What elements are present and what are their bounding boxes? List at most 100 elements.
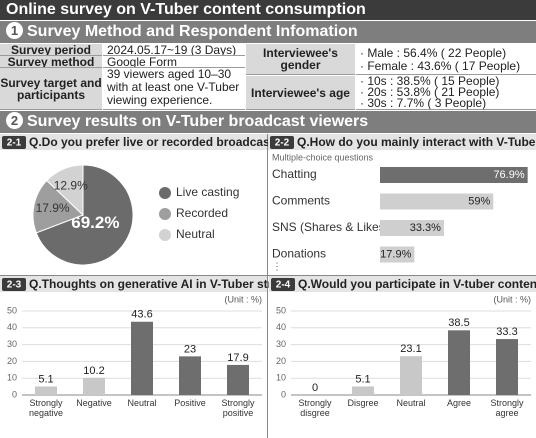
value-label: 69.2% — [71, 213, 119, 232]
bar — [380, 193, 494, 210]
section-number: 2 — [6, 112, 23, 129]
list-item: · Male : 56.4% ( 22 People) — [360, 46, 507, 60]
x-tick-label: Neutral — [127, 398, 157, 408]
value-label: 12.9% — [54, 179, 88, 193]
table-label: Survey target and participants — [0, 68, 102, 110]
value-label: 43.6 — [131, 309, 152, 321]
pie-slice — [46, 164, 84, 217]
legend-swatch — [159, 187, 171, 199]
bar — [380, 167, 528, 183]
value-label: 33.3 — [496, 326, 517, 338]
table-value: 2024.05.17~19 (3 Days) — [103, 44, 245, 56]
y-tick-label: 30 — [7, 339, 17, 349]
x-tick-label: Strongly positive — [221, 398, 255, 418]
y-tick-label: 40 — [276, 322, 286, 332]
pie-slice — [32, 179, 84, 234]
list-item: · 20s : 53.8% ( 21 People) — [360, 85, 500, 99]
list-item: · 10s : 38.5% ( 15 People) — [360, 76, 500, 88]
value-label: 5.1 — [355, 373, 370, 385]
value-label: 38.5 — [448, 317, 469, 329]
bar — [227, 364, 249, 395]
x-tick-label: Strongly negative — [28, 398, 64, 418]
legend-label: Live casting — [176, 185, 239, 199]
table-value: · 10s : 38.5% ( 15 People) · 20s : 53.8%… — [356, 76, 536, 110]
table-label: Survey period — [0, 44, 102, 56]
value-label: 59% — [468, 195, 490, 207]
legend-label: Neutral — [176, 227, 215, 241]
category-label: Donations — [272, 247, 326, 261]
value-label: 17.9% — [36, 201, 70, 215]
value-label: 10.2 — [83, 365, 104, 377]
value-label: 33.3% — [410, 222, 441, 234]
bar — [496, 339, 518, 395]
y-tick-label: 20 — [7, 356, 17, 366]
bar — [83, 377, 105, 395]
table-value: · Male : 56.4% ( 22 People) · Female : 4… — [356, 44, 536, 75]
y-tick-label: 10 — [276, 373, 286, 383]
subtitle: Multiple-choice questions — [272, 152, 374, 162]
bar — [131, 321, 153, 395]
value-label: 17.9% — [380, 248, 411, 260]
table-label: Interviewee's age — [246, 76, 355, 110]
value-label: 5.1 — [38, 373, 53, 385]
y-tick-label: 0 — [12, 389, 17, 399]
panel-number: 2-4 — [276, 280, 291, 291]
bar — [179, 356, 201, 395]
section-header: 2 Survey results on V-Tuber broadcast vie… — [0, 111, 536, 133]
table-value: 39 viewers aged 10–30 with at least one … — [103, 68, 245, 110]
table-label: Interviewee's gender — [246, 44, 355, 75]
value-label: 76.9% — [493, 169, 524, 181]
legend-label: Recorded — [176, 206, 228, 220]
category-label: Comments — [272, 194, 330, 208]
x-tick-label: Positive — [174, 398, 206, 408]
x-tick-label: Strongly agree — [490, 398, 524, 418]
panel-badge — [2, 278, 26, 291]
legend-swatch — [159, 208, 171, 220]
page-title: Online survey on V-Tuber content consump… — [0, 0, 536, 20]
x-tick-label: Negative — [76, 398, 112, 408]
bar — [448, 330, 470, 395]
legend-swatch — [159, 229, 171, 241]
panel-header — [0, 134, 267, 150]
category-label: Chatting — [272, 167, 317, 181]
bar — [380, 246, 415, 263]
section-title: Survey results on V-Tuber broadcast view… — [27, 113, 369, 130]
x-tick-label: Strongly disgree — [298, 398, 332, 418]
panel-badge — [270, 136, 294, 149]
bar — [35, 386, 57, 395]
y-tick-label: 10 — [7, 373, 17, 383]
panel-number: 2-2 — [275, 138, 290, 149]
x-tick-label: Neutral — [396, 398, 426, 408]
panel-number: 2-3 — [7, 280, 22, 291]
panel-title: Q.Would you participate in V-tuber conte… — [298, 277, 536, 291]
value-label: 23.1 — [400, 343, 421, 355]
panel-badge — [271, 278, 295, 291]
more-indicator: ⋮ — [272, 262, 282, 273]
bar — [380, 220, 444, 236]
section-header: 1 Survey Method and Respondent Infomation — [0, 21, 536, 43]
unit-label: (Unit : %) — [224, 294, 262, 304]
y-tick-label: 50 — [7, 305, 17, 315]
table-value: Google Form — [103, 56, 245, 68]
y-tick-label: 40 — [7, 322, 17, 332]
section-title: Survey Method and Respondent Infomation — [27, 23, 358, 40]
panel-header — [269, 276, 536, 292]
table-label: Survey method — [0, 56, 102, 68]
list-item: · Female : 43.6% ( 17 People) — [360, 59, 521, 73]
bar — [400, 356, 422, 395]
value-label: 17.9 — [227, 352, 248, 364]
y-tick-label: 30 — [276, 339, 286, 349]
y-tick-label: 50 — [276, 305, 286, 315]
panel-badge — [2, 136, 26, 149]
x-tick-label: Agree — [446, 398, 472, 408]
panel-number: 2-1 — [7, 138, 22, 149]
panel-header — [268, 134, 536, 150]
unit-label: (Unit : %) — [493, 294, 531, 304]
value-label: 23 — [184, 343, 196, 355]
section-number: 1 — [6, 22, 23, 39]
y-tick-label: 0 — [281, 389, 286, 399]
panel-title: Q.Thoughts on generative AI in V-Tuber s… — [29, 277, 310, 291]
bar — [352, 386, 374, 395]
